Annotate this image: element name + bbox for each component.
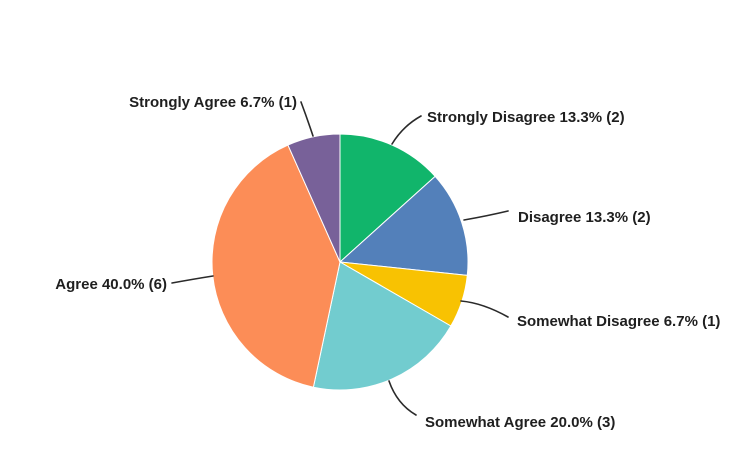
pie-slices-group [211, 133, 469, 391]
slice-label-somewhat-agree: Somewhat Agree 20.0% (3) [425, 414, 615, 431]
leader-line-agree [171, 275, 214, 284]
slice-label-somewhat-disagree: Somewhat Disagree 6.7% (1) [517, 313, 720, 330]
slice-label-agree: Agree 40.0% (6) [55, 276, 167, 293]
slice-label-strongly-disagree: Strongly Disagree 13.3% (2) [427, 109, 625, 126]
slice-labels-group: Strongly Disagree 13.3% (2) Disagree 13.3… [55, 94, 720, 431]
leader-line-strongly-disagree [391, 115, 422, 145]
pie-slice-somewhat-agree[interactable] [312, 261, 452, 391]
slice-label-disagree: Disagree 13.3% (2) [518, 209, 651, 226]
leader-line-strongly-agree [300, 101, 314, 137]
pie-slice-strongly-agree[interactable] [287, 133, 341, 263]
leader-line-somewhat-disagree [460, 300, 509, 318]
leader-line-somewhat-agree [388, 380, 417, 416]
leader-lines-group [171, 101, 509, 416]
pie-slice-disagree[interactable] [339, 175, 469, 276]
slice-label-strongly-agree: Strongly Agree 6.7% (1) [129, 94, 297, 111]
leader-line-disagree [463, 210, 509, 221]
pie-slice-strongly-disagree[interactable] [339, 133, 436, 263]
